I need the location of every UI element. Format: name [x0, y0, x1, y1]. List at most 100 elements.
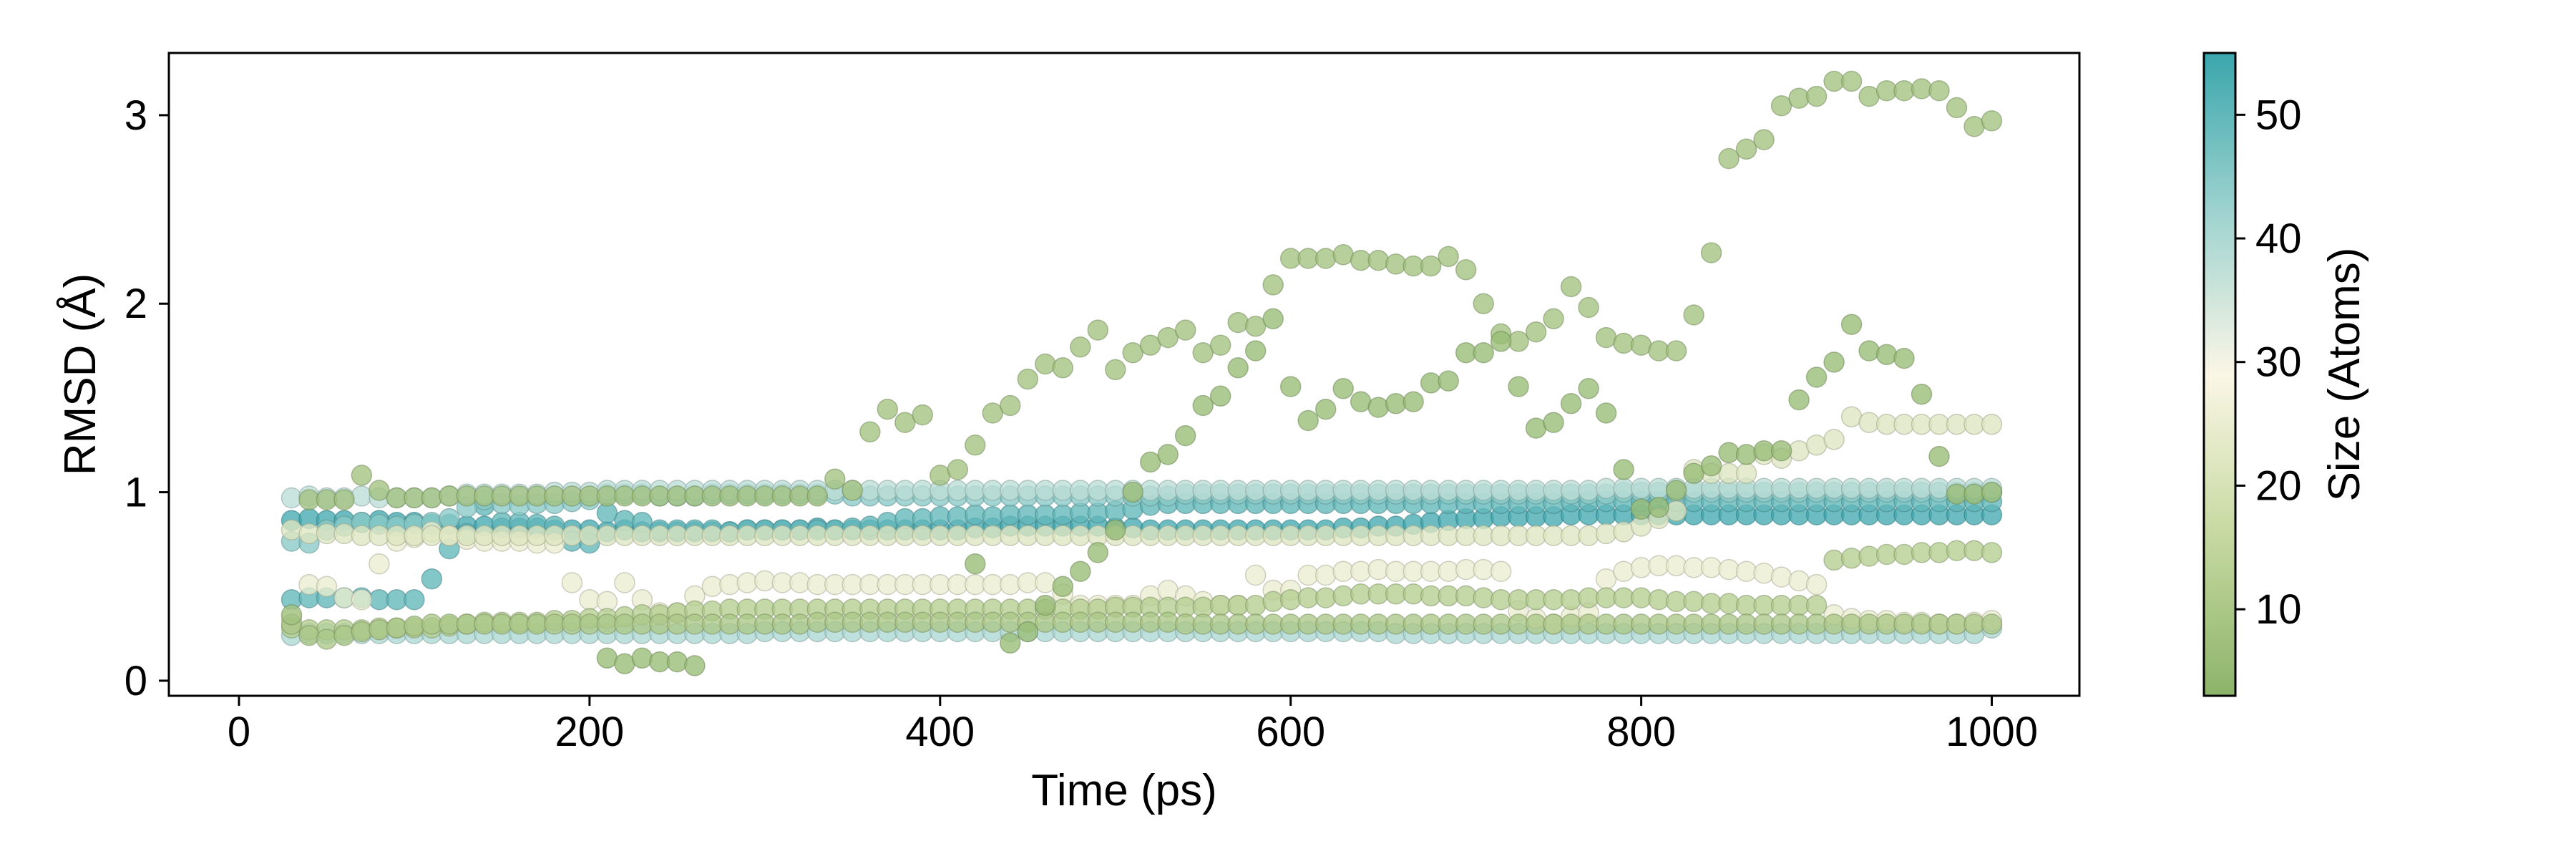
- scatter-point: [719, 573, 741, 596]
- scatter-point: [1840, 548, 1863, 569]
- scatter-point: [1262, 308, 1284, 330]
- scatter-point: [421, 568, 443, 590]
- scatter-point: [1455, 585, 1477, 607]
- scatter-point: [1000, 573, 1021, 596]
- scatter-point: [1350, 391, 1372, 412]
- scatter-point: [1262, 274, 1284, 296]
- scatter-point: [1700, 455, 1722, 477]
- scatter-point: [1770, 566, 1792, 588]
- scatter-point: [1963, 540, 1985, 561]
- scatter-point: [1630, 334, 1652, 356]
- scatter-point: [1665, 340, 1687, 361]
- scatter-point: [930, 465, 951, 486]
- scatter-point: [404, 588, 425, 611]
- scatter-point: [1788, 389, 1810, 411]
- y-tick-label: 3: [125, 92, 147, 139]
- scatter-point: [736, 572, 758, 593]
- scatter-point: [1648, 588, 1669, 611]
- scatter-point: [841, 480, 864, 501]
- scatter-point: [1823, 351, 1845, 373]
- scatter-point: [1718, 558, 1740, 581]
- scatter-point: [1157, 326, 1179, 349]
- scatter-point: [351, 588, 373, 611]
- scatter-point: [1735, 444, 1757, 465]
- scatter-point: [947, 459, 969, 480]
- scatter-point: [1490, 560, 1512, 582]
- scatter-point: [1035, 353, 1056, 375]
- scatter-point: [1105, 359, 1126, 381]
- colorbar-tick-label: 20: [2255, 462, 2302, 509]
- scatter-point: [369, 619, 390, 641]
- scatter-point: [1070, 560, 1091, 582]
- scatter-point: [1928, 445, 1950, 467]
- scatter-point: [1297, 409, 1319, 432]
- scatter-point: [1928, 79, 1950, 102]
- scatter-point: [1244, 340, 1267, 361]
- scatter-point: [1244, 594, 1267, 616]
- scatter-point: [280, 519, 303, 541]
- scatter-point: [1122, 481, 1143, 503]
- scatter-point: [1613, 332, 1634, 354]
- scatter-point: [1087, 319, 1109, 341]
- scatter-point: [1314, 564, 1337, 586]
- scatter-point: [1893, 79, 1915, 102]
- scatter-point: [1209, 385, 1231, 407]
- scatter-point: [1735, 560, 1757, 582]
- scatter-point: [316, 629, 338, 650]
- scatter-point: [1314, 248, 1337, 269]
- scatter-point: [1858, 340, 1880, 361]
- scatter-point: [596, 647, 618, 669]
- scatter-point: [1578, 525, 1599, 546]
- scatter-point: [1279, 376, 1302, 397]
- scatter-point: [1385, 393, 1407, 414]
- scatter-point: [1858, 85, 1880, 107]
- scatter-point: [333, 523, 355, 545]
- scatter-point: [1911, 78, 1933, 100]
- x-tick-label: 600: [1256, 709, 1325, 755]
- scatter-point: [333, 587, 355, 608]
- scatter-point: [982, 402, 1004, 424]
- scatter-point: [965, 553, 986, 575]
- scatter-point: [1613, 521, 1634, 543]
- scatter-point: [965, 435, 986, 456]
- scatter-point: [1087, 542, 1109, 563]
- scatter-point: [333, 624, 355, 646]
- scatter-point: [1543, 308, 1564, 330]
- scatter-point: [1227, 357, 1249, 379]
- scatter-point: [614, 653, 635, 674]
- scatter-point: [824, 468, 846, 490]
- scatter-point: [1718, 593, 1740, 614]
- scatter-point: [1595, 326, 1617, 349]
- scatter-point: [754, 570, 776, 592]
- scatter-point: [280, 487, 303, 509]
- scatter-point: [1840, 406, 1863, 428]
- scatter-point: [1981, 110, 2003, 132]
- scatter-point: [298, 573, 320, 596]
- scatter-point: [1981, 414, 2003, 435]
- scatter-point: [1139, 334, 1161, 356]
- scatter-point: [1560, 393, 1582, 414]
- scatter-point: [1578, 480, 1599, 501]
- scatter-point: [1262, 591, 1284, 613]
- scatter-point: [1823, 429, 1845, 450]
- scatter-point: [579, 588, 600, 611]
- scatter-point: [1981, 542, 2003, 563]
- scatter-point: [1525, 417, 1547, 439]
- x-tick-label: 200: [555, 709, 624, 755]
- scatter-point: [421, 487, 443, 509]
- scatter-point: [1963, 483, 1985, 505]
- scatter-point: [1017, 368, 1039, 390]
- scatter-point: [561, 572, 583, 593]
- scatter-point: [1052, 357, 1074, 379]
- scatter-point: [1157, 611, 1179, 634]
- scatter-point: [1174, 319, 1196, 341]
- scatter-point: [1665, 480, 1687, 501]
- scatter-point: [1928, 542, 1950, 563]
- scatter-point: [1788, 87, 1810, 109]
- scatter-point: [1192, 394, 1214, 417]
- scatter-point: [351, 485, 373, 507]
- scatter-point: [1735, 462, 1757, 485]
- scatter-point: [1595, 402, 1617, 424]
- scatter-point: [894, 412, 916, 433]
- scatter-point: [1560, 588, 1582, 611]
